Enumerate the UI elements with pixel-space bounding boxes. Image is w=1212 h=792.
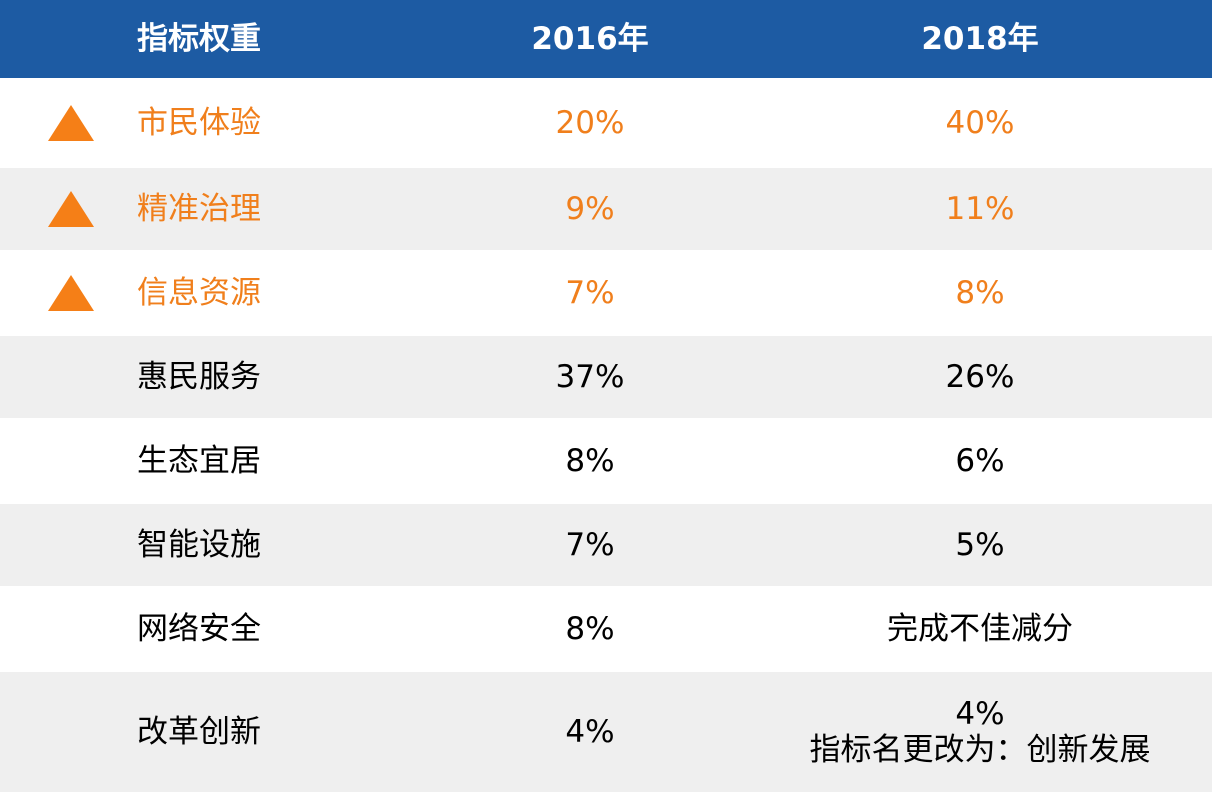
table-row: 精准治理 9% 11% <box>0 168 1212 250</box>
table-cell: 生态宜居 <box>137 443 261 479</box>
header-cell: 2016年 <box>531 21 649 57</box>
table-cell: 4% <box>565 714 615 750</box>
table-row: 改革创新 4% 4% 指标名更改为：创新发展 <box>0 672 1212 792</box>
table-cell: 完成不佳减分 <box>887 611 1073 647</box>
table-cell: 市民体验 <box>137 105 261 141</box>
cell-line: 4% <box>955 696 1005 732</box>
table-cell: 8% <box>955 275 1005 311</box>
table-cell: 8% <box>565 611 615 647</box>
up-triangle-icon <box>48 191 94 227</box>
up-triangle-icon <box>48 105 94 141</box>
table-cell: 网络安全 <box>137 611 261 647</box>
table-cell: 37% <box>555 359 625 395</box>
table-row: 信息资源 7% 8% <box>0 250 1212 336</box>
up-triangle-icon <box>48 275 94 311</box>
table-cell: 7% <box>565 527 615 563</box>
table-cell: 9% <box>565 191 615 227</box>
table-cell: 惠民服务 <box>137 359 261 395</box>
table-cell: 改革创新 <box>137 714 261 750</box>
table-row: 市民体验 20% 40% <box>0 78 1212 168</box>
table-cell: 智能设施 <box>137 527 261 563</box>
header-cell: 指标权重 <box>137 21 261 57</box>
table-row: 智能设施 7% 5% <box>0 504 1212 586</box>
table-cell: 信息资源 <box>137 275 261 311</box>
table-row: 网络安全 8% 完成不佳减分 <box>0 586 1212 672</box>
table-cell: 11% <box>945 191 1015 227</box>
table-row: 生态宜居 8% 6% <box>0 418 1212 504</box>
table-cell: 精准治理 <box>137 191 261 227</box>
header-row: 指标权重 2016年 2018年 <box>0 0 1212 78</box>
table-cell: 8% <box>565 443 615 479</box>
table-cell: 26% <box>945 359 1015 395</box>
table-cell: 4% 指标名更改为：创新发展 <box>780 672 1180 792</box>
table-row: 惠民服务 37% 26% <box>0 336 1212 418</box>
table-cell: 7% <box>565 275 615 311</box>
cell-line: 指标名更改为：创新发展 <box>809 732 1151 768</box>
header-cell: 2018年 <box>921 21 1039 57</box>
table-cell: 20% <box>555 105 625 141</box>
table-cell: 5% <box>955 527 1005 563</box>
table-cell: 40% <box>945 105 1015 141</box>
table-cell: 6% <box>955 443 1005 479</box>
